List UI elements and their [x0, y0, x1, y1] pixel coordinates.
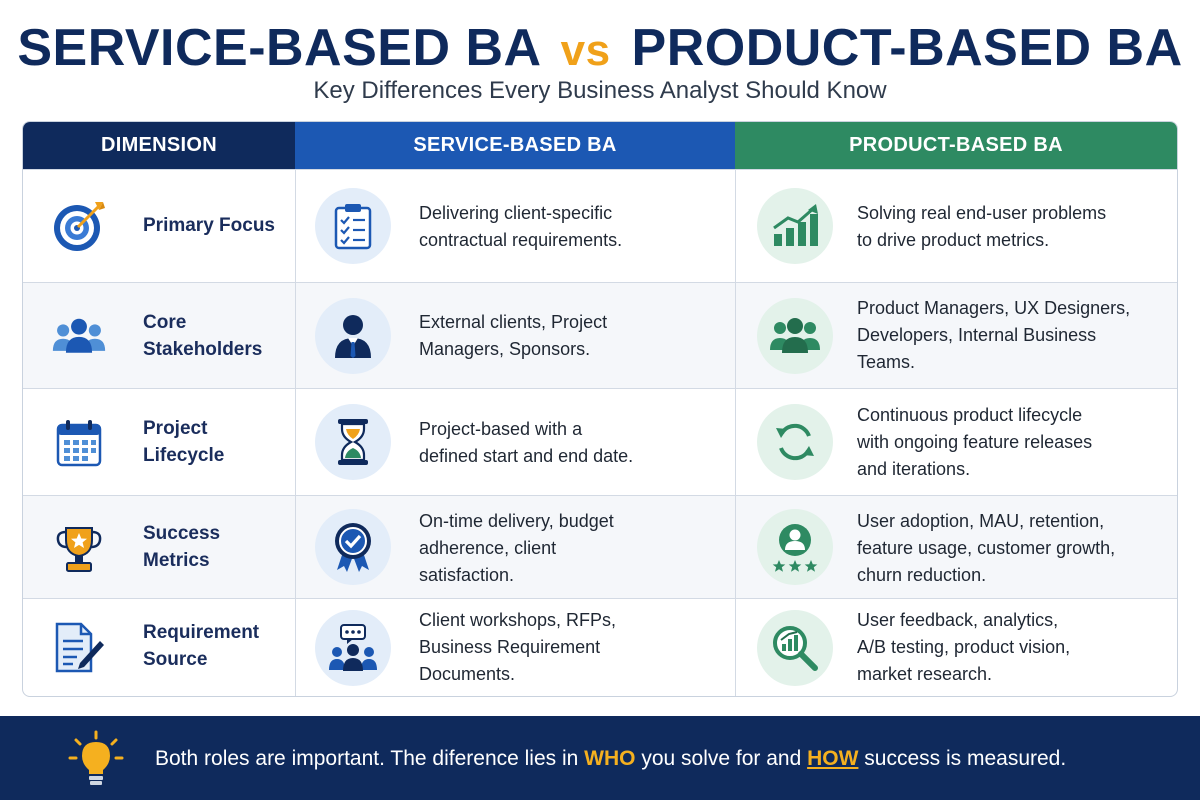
row-label-project-lifecycle: Project Lifecycle [143, 418, 225, 466]
businessman-icon [315, 298, 391, 374]
table-row: Success Metrics On-time delivery, budget… [23, 495, 1177, 599]
footer-message: Both roles are important. The diference … [155, 747, 1067, 770]
title-product: PRODUCT-BASED BA [631, 19, 1183, 77]
row-label-primary-focus: Primary Focus [143, 215, 275, 236]
team-icon [757, 298, 833, 374]
hourglass-icon [315, 404, 391, 480]
row-label-requirement-source: Requirement Source [143, 622, 260, 670]
workshop-chat-icon [315, 610, 391, 686]
target-icon [51, 198, 107, 254]
service-text-core-stakeholders: External clients, Project Managers, Spon… [419, 312, 608, 359]
table-row: Primary Focus Delivering client-specific… [23, 169, 1177, 283]
refresh-cycle-icon [757, 404, 833, 480]
title-service: SERVICE-BASED BA [17, 19, 540, 77]
people-group-icon [51, 308, 107, 364]
title-vs: vs [560, 26, 611, 75]
analytics-magnifier-icon [757, 610, 833, 686]
document-pen-icon [51, 620, 107, 676]
footer-banner: Both roles are important. The diference … [0, 716, 1200, 800]
table-row: Requirement Source Client workshops, RFP… [23, 598, 1177, 696]
lightbulb-icon [66, 730, 126, 790]
service-text-success-metrics: On-time delivery, budget adherence, clie… [419, 511, 614, 585]
page-title: SERVICE-BASED BA vs PRODUCT-BASED BA [0, 18, 1200, 81]
table-row: Project Lifecycle Project-based with a d… [23, 388, 1177, 496]
highlight-who: WHO [584, 747, 636, 770]
growth-chart-icon [757, 188, 833, 264]
row-label-core-stakeholders: Core Stakeholders [143, 312, 263, 360]
highlight-how: HOW [807, 747, 859, 770]
service-text-primary-focus: Delivering client-specific contractual r… [419, 203, 623, 250]
comparison-table: DIMENSION SERVICE-BASED BA PRODUCT-BASED… [22, 121, 1178, 697]
product-text-primary-focus: Solving real end-user problems to drive … [857, 203, 1107, 250]
service-text-requirement-source: Client workshops, RFPs, Business Require… [419, 610, 617, 684]
product-text-success-metrics: User adoption, MAU, retention, feature u… [857, 511, 1116, 585]
product-text-core-stakeholders: Product Managers, UX Designers, Develope… [857, 298, 1131, 372]
calendar-icon [51, 415, 107, 471]
header-service: SERVICE-BASED BA [295, 122, 735, 169]
header-product: PRODUCT-BASED BA [735, 122, 1177, 169]
product-text-requirement-source: User feedback, analytics, A/B testing, p… [857, 610, 1071, 684]
user-rating-icon [757, 509, 833, 585]
header-dimension: DIMENSION [23, 122, 295, 169]
product-text-project-lifecycle: Continuous product lifecycle with ongoin… [857, 405, 1093, 479]
table-row: Core Stakeholders External clients, Proj… [23, 282, 1177, 389]
trophy-icon [51, 520, 107, 576]
row-label-success-metrics: Success Metrics [143, 523, 221, 571]
service-text-project-lifecycle: Project-based with a defined start and e… [419, 419, 634, 466]
clipboard-checklist-icon [315, 188, 391, 264]
column-divider [735, 169, 736, 696]
page-subtitle: Key Differences Every Business Analyst S… [313, 77, 887, 104]
column-divider [295, 169, 296, 696]
award-badge-icon [315, 509, 391, 585]
